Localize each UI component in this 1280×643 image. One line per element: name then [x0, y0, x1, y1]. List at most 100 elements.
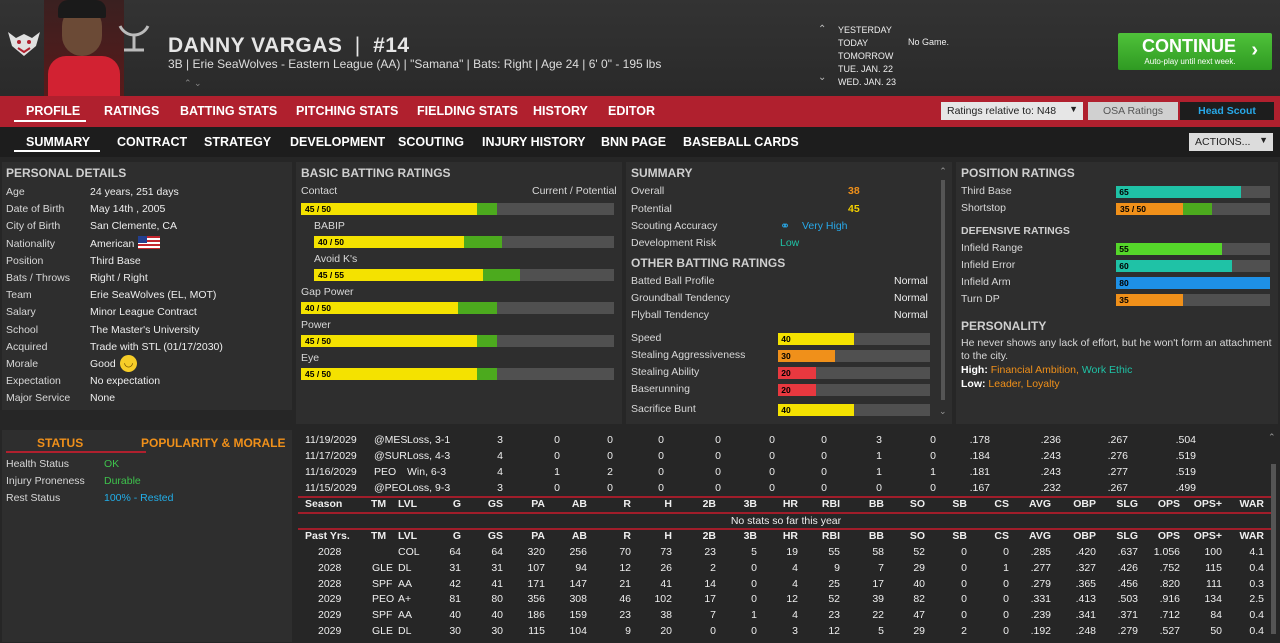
table-cell: 0: [769, 482, 775, 494]
subtab-baseball-cards[interactable]: BASEBALL CARDS: [683, 135, 799, 149]
low-label: Low:: [961, 378, 986, 390]
tab-history[interactable]: HISTORY: [533, 104, 588, 118]
schedule-day[interactable]: YESTERDAY: [838, 25, 892, 35]
potential-label: Potential: [631, 203, 672, 215]
table-cell: 2B: [702, 530, 716, 542]
speed-rating-label: Stealing Ability: [631, 366, 700, 378]
high-comma: ,: [1075, 364, 1079, 376]
subtab-bnn-page[interactable]: BNN PAGE: [601, 135, 667, 149]
defensive-label: Infield Range: [961, 242, 1023, 254]
table-cell: 5: [751, 546, 757, 558]
subtab-strategy[interactable]: STRATEGY: [204, 135, 272, 149]
status-tab[interactable]: STATUS: [37, 436, 84, 450]
current-fill: [1116, 186, 1242, 198]
schedule-day[interactable]: TODAY: [838, 38, 869, 48]
ratings-relative-select[interactable]: Ratings relative to: N48 ▼: [941, 102, 1083, 120]
speed-rating-label: Sacrifice Bunt: [631, 403, 696, 415]
osa-ratings-button[interactable]: OSA Ratings: [1088, 102, 1178, 120]
scrollbar[interactable]: ⌃ ⌄: [939, 166, 947, 420]
schedule-up-icon[interactable]: ⌃: [818, 24, 827, 35]
tab-pitching-stats[interactable]: PITCHING STATS: [296, 104, 399, 118]
popularity-morale-tab[interactable]: POPULARITY & MORALE: [141, 436, 286, 450]
table-cell: 5: [878, 625, 884, 637]
subtab-injury-history[interactable]: INJURY HISTORY: [482, 135, 586, 149]
table-cell: 12: [828, 625, 840, 637]
schedule-day[interactable]: TUE. JAN. 22: [838, 64, 894, 74]
tab-ratings[interactable]: RATINGS: [104, 104, 160, 118]
subtab-scouting[interactable]: SCOUTING: [398, 135, 464, 149]
table-cell: WAR: [1239, 498, 1265, 510]
org-logo-icon: [118, 25, 150, 52]
table-cell: 11/17/2029: [305, 450, 357, 462]
head-scout-button[interactable]: Head Scout: [1180, 102, 1274, 120]
table-cell: 0: [607, 450, 613, 462]
detail-value: 24 years, 251 days: [90, 186, 179, 198]
table-cell: 1: [554, 466, 560, 478]
batting-rating-label: Eye: [301, 352, 320, 364]
table-cell: 41: [660, 577, 672, 590]
table-cell: 55: [828, 546, 840, 558]
tab-editor[interactable]: EDITOR: [608, 104, 655, 118]
table-cell: 0: [769, 450, 775, 462]
table-cell: 0: [607, 434, 613, 446]
table-cell: 0: [751, 561, 757, 574]
rating-bar: 40 / 50: [301, 302, 614, 314]
batting-col1: Contact: [301, 185, 338, 197]
table-cell: 3B: [743, 498, 757, 510]
detail-value: San Clemente, CA: [90, 220, 177, 233]
table-cell: 47: [913, 609, 925, 622]
table-cell: 134: [1204, 593, 1222, 606]
subtab-summary[interactable]: SUMMARY: [26, 135, 91, 149]
table-cell: 2029: [318, 625, 342, 637]
tab-fielding-stats[interactable]: FIELDING STATS: [417, 104, 518, 118]
table-cell: HR: [782, 498, 798, 510]
table-cell: WAR: [1239, 530, 1265, 542]
table-cell: 84: [1210, 609, 1222, 622]
table-cell: DL: [398, 561, 412, 574]
table-cell: SLG: [1116, 498, 1138, 510]
schedule-day[interactable]: WED. JAN. 23: [838, 77, 897, 87]
scroll-up-icon[interactable]: ⌃: [939, 166, 947, 176]
table-cell: .752: [1159, 561, 1180, 574]
actions-dropdown[interactable]: ACTIONS... ▼: [1189, 133, 1273, 151]
table-cell: R: [623, 530, 631, 542]
table-divider: [298, 512, 1274, 514]
table-scrollbar[interactable]: ⌃: [1268, 432, 1278, 642]
detail-value: Good: [90, 358, 116, 370]
table-cell: COL: [398, 546, 420, 558]
tab-profile[interactable]: PROFILE: [26, 104, 81, 118]
batting-ratings-title: BASIC BATTING RATINGS: [301, 166, 451, 180]
prev-arrow-icon[interactable]: ⌃ ⌄: [184, 78, 202, 88]
batting-rating-label: Power: [301, 319, 331, 331]
other-batting-title: OTHER BATTING RATINGS: [631, 256, 786, 270]
current-fill: [301, 368, 478, 380]
continue-button[interactable]: CONTINUE Auto-play until next week. ›: [1118, 33, 1272, 70]
table-cell: 0: [554, 482, 560, 494]
table-cell: 22: [872, 609, 884, 622]
schedule-down-icon[interactable]: ⌄: [818, 72, 827, 83]
table-cell: PA: [531, 530, 545, 542]
potential-value: 45: [848, 203, 860, 215]
tab-batting-stats[interactable]: BATTING STATS: [180, 104, 278, 118]
rating-badge: 40 / 50: [314, 236, 348, 248]
table-cell: 40: [491, 609, 503, 622]
current-fill: [314, 269, 483, 281]
scroll-down-icon[interactable]: ⌄: [939, 406, 947, 416]
current-fill: [1116, 260, 1232, 272]
table-cell: LVL: [398, 530, 418, 542]
scroll-up-icon[interactable]: ⌃: [1268, 432, 1276, 442]
detail-value: None: [90, 392, 116, 405]
defensive-label: Infield Error: [961, 259, 1016, 271]
subtab-development[interactable]: DEVELOPMENT: [290, 135, 386, 149]
game-log-row: 11/15/2029 @PEO Loss, 9-3 3 0 0 0 0 0 0 0 0 .167 .232…: [298, 482, 1274, 498]
table-cell: LVL: [398, 498, 418, 510]
rating-bar: 45 / 50: [301, 368, 614, 380]
table-cell: 29: [913, 625, 925, 637]
development-risk-label: Development Risk: [631, 237, 717, 249]
table-cell: .184: [969, 450, 990, 462]
schedule-day[interactable]: TOMORROW: [838, 51, 894, 61]
game-log-row: 11/17/2029 @SUR Loss, 4-3 4 0 0 0 0 0 0 1 0 .184 .243…: [298, 450, 1274, 466]
table-cell: 3: [876, 434, 882, 446]
detail-label: Position: [6, 254, 44, 267]
subtab-contract[interactable]: CONTRACT: [117, 135, 188, 149]
